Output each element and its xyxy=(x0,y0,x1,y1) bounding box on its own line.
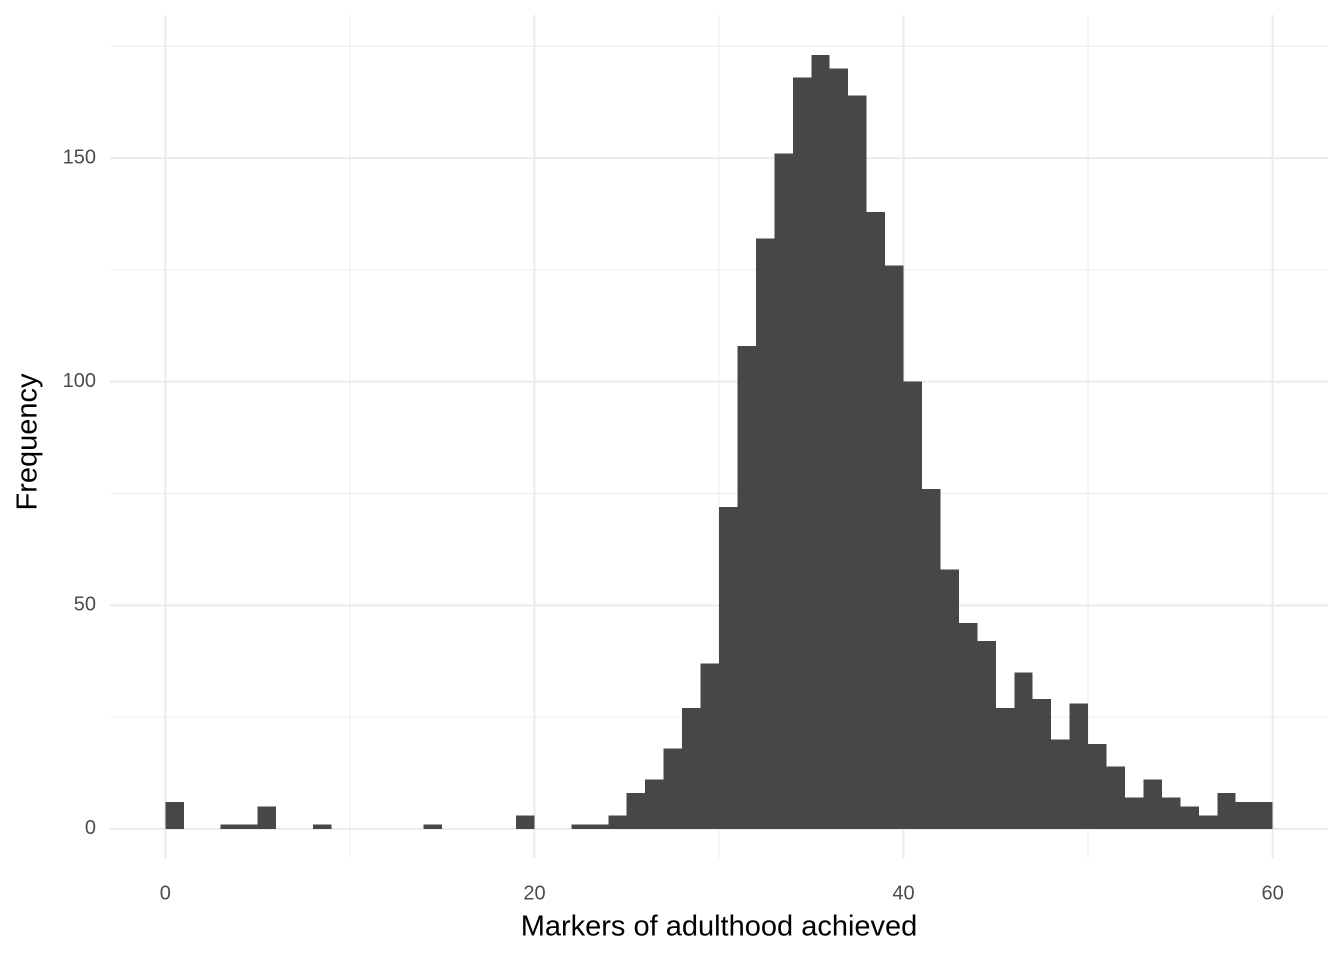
bar xyxy=(1161,797,1181,829)
bar xyxy=(1217,793,1236,829)
bar xyxy=(165,802,184,829)
bar xyxy=(1106,766,1125,829)
bar xyxy=(645,779,664,829)
bar xyxy=(1198,815,1218,829)
bar xyxy=(719,506,738,829)
y-tick-label: 0 xyxy=(85,817,96,839)
bar xyxy=(885,265,904,829)
bar xyxy=(1014,672,1033,829)
bar xyxy=(516,815,535,829)
bar xyxy=(571,824,590,829)
bar xyxy=(608,815,627,829)
bar xyxy=(792,77,812,829)
x-tick-label: 40 xyxy=(892,882,914,904)
bar xyxy=(1069,703,1089,829)
x-tick-label: 20 xyxy=(523,882,545,904)
bar xyxy=(220,824,240,829)
bar xyxy=(663,748,683,829)
bar xyxy=(1125,797,1144,829)
bar xyxy=(755,238,775,829)
x-tick-label: 60 xyxy=(1262,882,1284,904)
bar xyxy=(1143,779,1162,829)
bar xyxy=(995,708,1015,829)
bar xyxy=(903,381,922,829)
bar xyxy=(866,211,886,829)
bar xyxy=(1032,699,1052,829)
bar xyxy=(977,641,996,829)
x-axis-title: Markers of adulthood achieved xyxy=(521,911,918,943)
bar xyxy=(239,824,258,829)
bar xyxy=(1180,806,1199,829)
bar xyxy=(626,793,646,829)
y-axis-title: Frequency xyxy=(12,373,44,511)
bar xyxy=(423,824,443,829)
bar xyxy=(313,824,332,829)
bar xyxy=(958,623,978,829)
bar xyxy=(829,68,849,829)
bar xyxy=(940,569,959,829)
bar xyxy=(774,153,793,829)
bar xyxy=(589,824,609,829)
bar xyxy=(1235,802,1255,829)
bar xyxy=(1051,739,1070,829)
y-tick-label: 100 xyxy=(63,370,96,392)
x-tick-label: 0 xyxy=(160,882,171,904)
bar xyxy=(922,489,941,829)
bar xyxy=(700,663,719,829)
bar xyxy=(1088,743,1107,829)
bar xyxy=(682,708,701,829)
y-tick-label: 50 xyxy=(74,594,96,616)
bar xyxy=(811,55,830,829)
bar xyxy=(848,95,867,829)
bar xyxy=(737,345,756,829)
bar xyxy=(257,806,277,829)
bar xyxy=(1254,802,1273,829)
y-tick-label: 150 xyxy=(63,146,96,168)
